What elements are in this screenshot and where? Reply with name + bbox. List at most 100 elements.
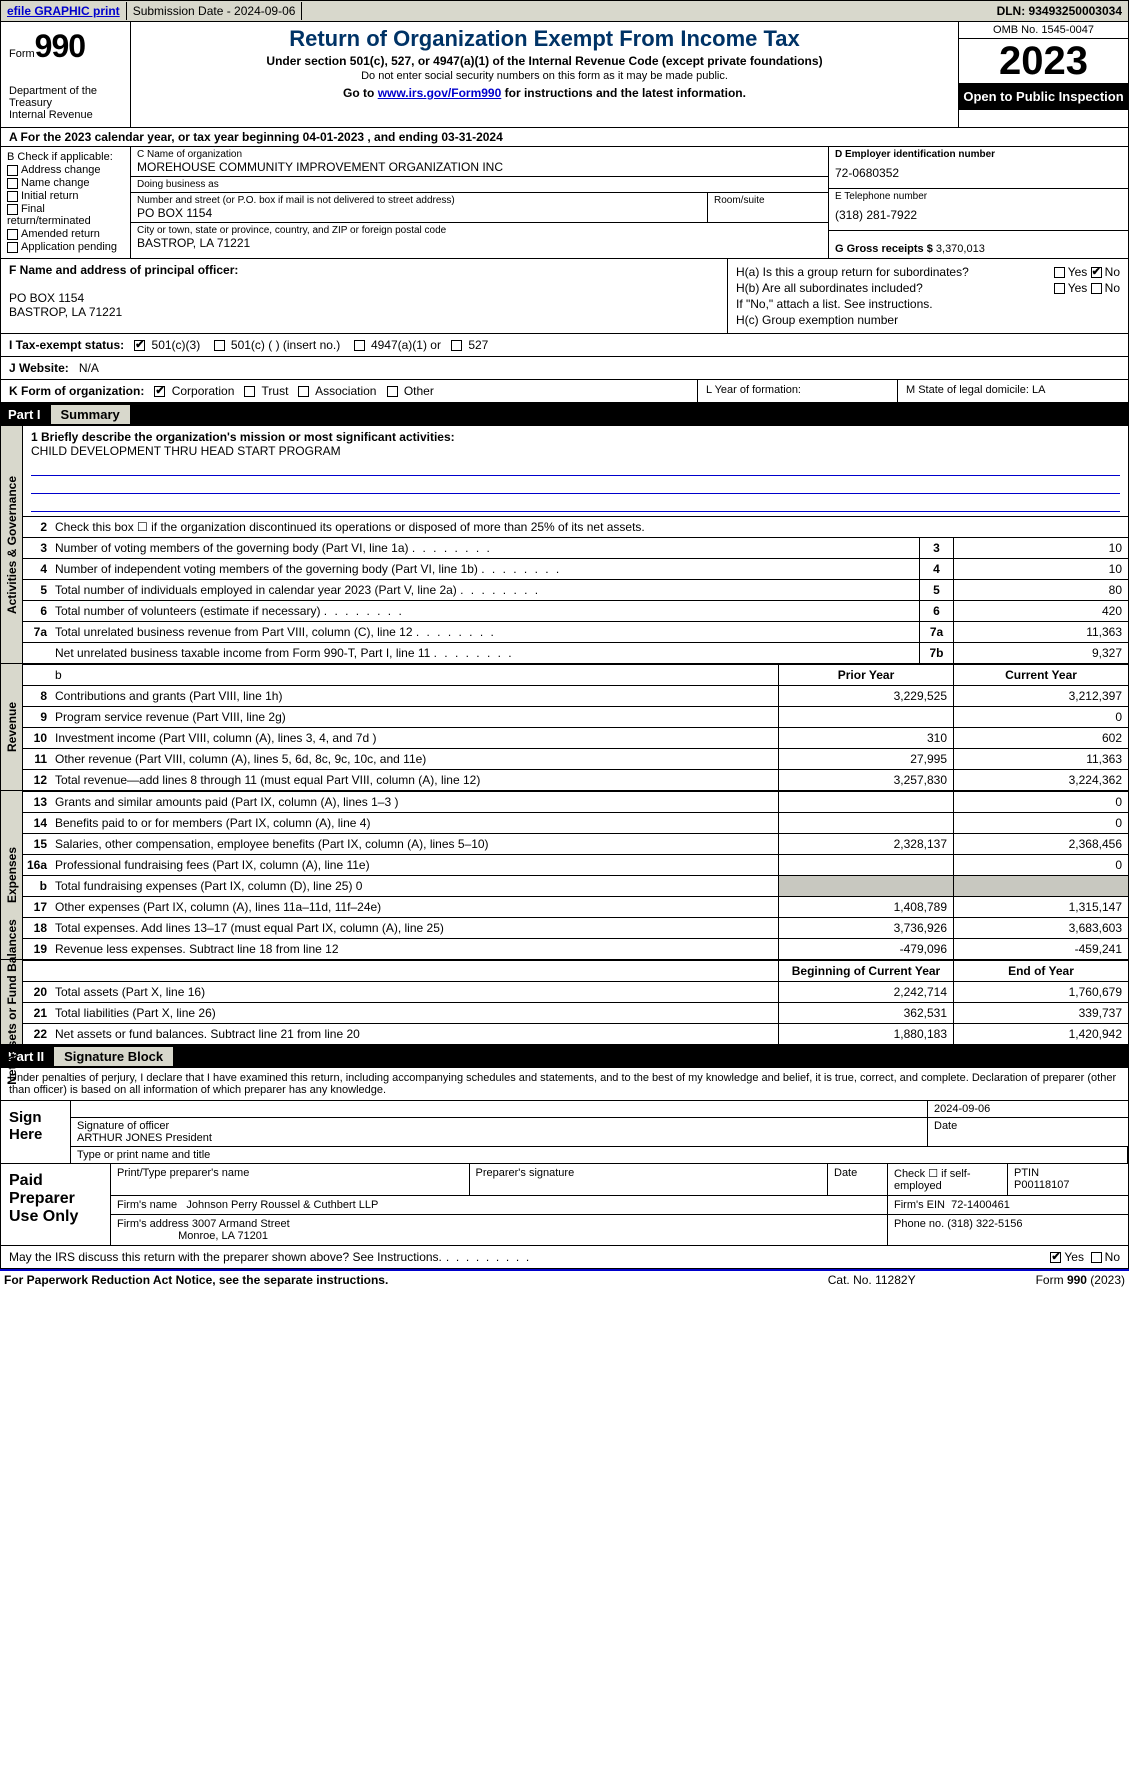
officer-addr1: PO BOX 1154 [9, 291, 719, 305]
box-l: L Year of formation: [698, 380, 898, 402]
chk-name[interactable]: Name change [7, 177, 124, 189]
financial-row: 18Total expenses. Add lines 13–17 (must … [23, 917, 1128, 938]
financial-row: 15Salaries, other compensation, employee… [23, 833, 1128, 854]
chk-amended[interactable]: Amended return [7, 228, 124, 240]
financial-row: 22Net assets or fund balances. Subtract … [23, 1023, 1128, 1044]
ein-cell: D Employer identification number 72-0680… [829, 147, 1128, 189]
firm-addr2: Monroe, LA 71201 [178, 1230, 268, 1242]
financial-row: 12Total revenue—add lines 8 through 11 (… [23, 769, 1128, 790]
financial-row: 11Other revenue (Part VIII, column (A), … [23, 748, 1128, 769]
firm-name: Johnson Perry Roussel & Cuthbert LLP [186, 1199, 378, 1211]
footer: For Paperwork Reduction Act Notice, see … [0, 1271, 1129, 1289]
pycy-header: b Prior Year Current Year [23, 664, 1128, 685]
financial-row: 10Investment income (Part VIII, column (… [23, 727, 1128, 748]
row-fh: F Name and address of principal officer:… [0, 259, 1129, 334]
net-section: Net Assets or Fund Balances Beginning of… [0, 960, 1129, 1045]
chk-address[interactable]: Address change [7, 164, 124, 176]
street-cell: Number and street (or P.O. box if mail i… [131, 193, 708, 223]
box-h: H(a) Is this a group return for subordin… [728, 259, 1128, 333]
pra-notice: For Paperwork Reduction Act Notice, see … [4, 1273, 388, 1287]
efile-link[interactable]: efile GRAPHIC print [1, 2, 127, 20]
right-box: OMB No. 1545-0047 2023 Open to Public In… [958, 22, 1128, 127]
row-i: I Tax-exempt status: 501(c)(3) 501(c) ( … [0, 334, 1129, 357]
officer-addr2: BASTROP, LA 71221 [9, 305, 719, 319]
street: PO BOX 1154 [137, 206, 701, 220]
org-name: MOREHOUSE COMMUNITY IMPROVEMENT ORGANIZA… [137, 160, 822, 174]
financial-row: 14Benefits paid to or for members (Part … [23, 812, 1128, 833]
form-id-box: Form990 Department of theTreasuryInterna… [1, 22, 131, 127]
summary-row: 6Total number of volunteers (estimate if… [23, 600, 1128, 621]
chk-initial[interactable]: Initial return [7, 190, 124, 202]
financial-row: bTotal fundraising expenses (Part IX, co… [23, 875, 1128, 896]
summary-row: Net unrelated business taxable income fr… [23, 642, 1128, 663]
irs-link[interactable]: www.irs.gov/Form990 [378, 86, 502, 100]
chk-final[interactable]: Final return/terminated [7, 203, 124, 227]
summary-row: 7aTotal unrelated business revenue from … [23, 621, 1128, 642]
part2-header: Part II Signature Block [0, 1045, 1129, 1068]
city: BASTROP, LA 71221 [137, 236, 822, 250]
gov-section: Activities & Governance 1 Briefly descri… [0, 426, 1129, 664]
sign-here-label: Sign Here [1, 1101, 71, 1163]
box-b: B Check if applicable: Address change Na… [1, 147, 131, 258]
firm-addr1: 3007 Armand Street [192, 1218, 290, 1230]
chk-application[interactable]: Application pending [7, 241, 124, 253]
section-bcd: B Check if applicable: Address change Na… [0, 147, 1129, 259]
rev-section: Revenue b Prior Year Current Year 8Contr… [0, 664, 1129, 791]
mission-text: CHILD DEVELOPMENT THRU HEAD START PROGRA… [31, 444, 1120, 458]
bcey-header: Beginning of Current Year End of Year [23, 960, 1128, 981]
vtab-net: Net Assets or Fund Balances [1, 960, 23, 1044]
preparer-block: Paid Preparer Use Only Print/Type prepar… [0, 1164, 1129, 1246]
firm-ein: 72-1400461 [951, 1199, 1010, 1211]
telephone: (318) 281-7922 [835, 202, 1122, 228]
dept-treasury: Department of theTreasuryInternal Revenu… [9, 85, 122, 121]
box-c: C Name of organization MOREHOUSE COMMUNI… [131, 147, 828, 258]
ptin: P00118107 [1014, 1179, 1069, 1191]
box-d: D Employer identification number 72-0680… [828, 147, 1128, 258]
website: N/A [79, 361, 99, 375]
vtab-rev: Revenue [1, 664, 23, 790]
financial-row: 19Revenue less expenses. Subtract line 1… [23, 938, 1128, 959]
open-public: Open to Public Inspection [959, 83, 1128, 110]
sign-here-block: Sign Here 2024-09-06 Signature of office… [0, 1101, 1129, 1164]
financial-row: 13Grants and similar amounts paid (Part … [23, 791, 1128, 812]
officer-name: ARTHUR JONES President [77, 1132, 212, 1144]
goto-line: Go to www.irs.gov/Form990 for instructio… [141, 86, 948, 100]
dba-cell: Doing business as [131, 177, 828, 193]
room-cell: Room/suite [708, 193, 828, 223]
form-footer: Form 990 (2023) [1036, 1273, 1125, 1287]
part1-header: Part I Summary [0, 403, 1129, 426]
mission-block: 1 Briefly describe the organization's mi… [23, 426, 1128, 516]
row-j: J Website: N/A [0, 357, 1129, 380]
ein: 72-0680352 [835, 160, 1122, 186]
box-b-label: B Check if applicable: [7, 151, 124, 163]
gross-cell: G Gross receipts $ 3,370,013 [829, 231, 1128, 257]
cat-no: Cat. No. 11282Y [828, 1273, 916, 1287]
dln: DLN: 93493250003034 [991, 2, 1128, 20]
row-a-taxyear: A For the 2023 calendar year, or tax yea… [0, 128, 1129, 147]
sign-date: 2024-09-06 [928, 1101, 1128, 1117]
preparer-label: Paid Preparer Use Only [1, 1164, 111, 1245]
discuss-row: May the IRS discuss this return with the… [0, 1246, 1129, 1269]
box-m: M State of legal domicile: LA [898, 380, 1128, 402]
form-label: Form [9, 48, 35, 60]
firm-phone: (318) 322-5156 [947, 1218, 1022, 1230]
financial-row: 8Contributions and grants (Part VIII, li… [23, 685, 1128, 706]
form-number: 990 [35, 28, 85, 64]
financial-row: 21Total liabilities (Part X, line 26) 36… [23, 1002, 1128, 1023]
summary-row: 5Total number of individuals employed in… [23, 579, 1128, 600]
vtab-gov: Activities & Governance [1, 426, 23, 663]
title-sub1: Under section 501(c), 527, or 4947(a)(1)… [141, 54, 948, 68]
top-bar: efile GRAPHIC print Submission Date - 20… [0, 0, 1129, 22]
summary-row: 4Number of independent voting members of… [23, 558, 1128, 579]
tel-cell: E Telephone number (318) 281-7922 [829, 189, 1128, 231]
financial-row: 17Other expenses (Part IX, column (A), l… [23, 896, 1128, 917]
title-sub2: Do not enter social security numbers on … [141, 70, 948, 82]
row-klm: K Form of organization: Corporation Trus… [0, 380, 1129, 403]
form-header: Form990 Department of theTreasuryInterna… [0, 22, 1129, 128]
form-title: Return of Organization Exempt From Incom… [141, 26, 948, 52]
summary-row: 3Number of voting members of the governi… [23, 537, 1128, 558]
submission-date: Submission Date - 2024-09-06 [127, 2, 303, 20]
city-cell: City or town, state or province, country… [131, 223, 828, 252]
title-box: Return of Organization Exempt From Incom… [131, 22, 958, 127]
summary-row: 2Check this box ☐ if the organization di… [23, 516, 1128, 537]
